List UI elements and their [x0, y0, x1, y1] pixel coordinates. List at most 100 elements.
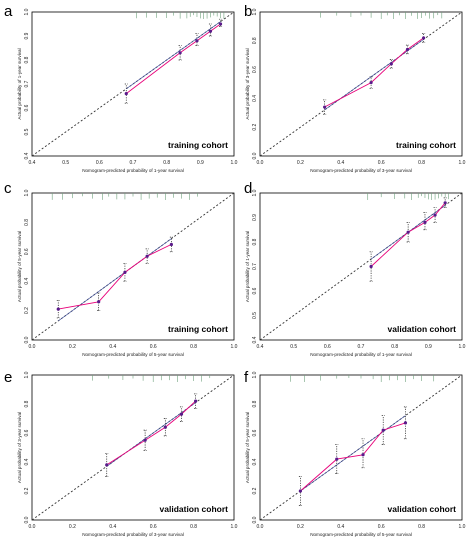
cohort-label: training cohort	[168, 140, 228, 150]
x-tick-label: 0.0	[29, 344, 36, 350]
panel-letter: b	[244, 3, 252, 20]
x-tick-label: 0.8	[418, 524, 425, 530]
data-point	[218, 22, 223, 26]
panel-letter: f	[244, 369, 249, 386]
y-tick-label: 0.8	[252, 400, 258, 407]
x-tick-label: 0.7	[358, 344, 365, 350]
plot-frame	[259, 192, 463, 341]
data-point	[369, 264, 373, 269]
y-tick-label: 0.4	[24, 458, 30, 465]
x-tick-label: 0.2	[69, 524, 76, 530]
data-point	[422, 36, 426, 40]
calibration-panel-b: b 0.0 0.2 0.4 0.6 0.8 1.0 0.0 0.2 0.4 0.6 0.8 1.0 Nom…	[244, 3, 466, 173]
x-tick-label: 0.8	[190, 524, 197, 530]
observed-line	[300, 422, 406, 492]
data-point	[381, 428, 385, 432]
predicted-line	[370, 205, 446, 260]
y-tick-label: 0.2	[24, 307, 30, 314]
data-point	[433, 213, 437, 217]
y-tick-label: 0.0	[252, 152, 258, 159]
y-axis-label: Actual probability of 1-year survival	[17, 48, 22, 119]
y-axis-label: Actual probability of 5-year survival	[17, 231, 22, 302]
observed-line	[324, 37, 424, 108]
x-tick-label: 0.6	[378, 160, 385, 166]
y-tick-label: 1.0	[252, 371, 258, 378]
y-axis-label: Actual probability of 3-year survival	[17, 412, 22, 483]
cohort-label: training cohort	[168, 324, 228, 334]
data-point	[194, 399, 198, 403]
x-tick-label: 1.0	[459, 160, 466, 166]
plot-frame	[31, 11, 235, 157]
y-tick-label: 0.4	[252, 95, 258, 102]
predicted-line	[58, 238, 172, 322]
y-axis-label: Actual probability of 1-year survival	[245, 231, 250, 302]
x-tick-label: 0.2	[69, 344, 76, 350]
x-tick-label: 0.5	[290, 344, 297, 350]
x-tick-label: 0.6	[324, 344, 331, 350]
y-tick-label: 0.8	[24, 56, 30, 63]
x-tick-label: 0.4	[257, 344, 264, 350]
y-tick-label: 0.4	[24, 152, 30, 159]
x-axis-label: Nomogram-predicted probability of 1-year…	[310, 352, 412, 357]
x-tick-label: 0.0	[29, 524, 36, 530]
y-tick-label: 0.6	[24, 104, 30, 111]
x-tick-label: 0.6	[96, 160, 103, 166]
y-axis-label: Actual probability of 5-year survival	[245, 412, 250, 483]
predicted-line	[300, 415, 406, 492]
y-tick-label: 1.0	[252, 8, 258, 15]
data-point	[423, 220, 427, 224]
data-point	[443, 201, 447, 205]
x-axis-label: Nomogram-predicted probability of 3-year…	[82, 532, 184, 537]
x-tick-label: 0.0	[257, 524, 264, 530]
y-tick-label: 0.5	[252, 312, 258, 319]
data-point	[178, 51, 182, 55]
x-tick-label: 1.0	[231, 524, 238, 530]
x-tick-label: 0.8	[418, 160, 425, 166]
x-tick-label: 0.4	[337, 160, 344, 166]
y-tick-label: 0.2	[252, 124, 258, 131]
panel-letter: e	[4, 369, 12, 386]
y-tick-label: 0.6	[252, 287, 258, 294]
x-tick-label: 0.9	[425, 344, 432, 350]
cohort-label: validation cohort	[388, 504, 457, 514]
x-tick-label: 1.0	[231, 160, 238, 166]
y-tick-label: 0.0	[252, 516, 258, 523]
y-tick-label: 0.8	[24, 219, 30, 226]
x-axis-label: Nomogram-predicted probability of 1-year…	[82, 168, 184, 173]
data-point	[195, 39, 199, 43]
data-point	[323, 105, 327, 109]
y-tick-label: 0.6	[252, 66, 258, 73]
data-point	[143, 438, 147, 442]
data-point	[145, 254, 149, 258]
x-tick-label: 1.0	[459, 524, 466, 530]
x-tick-label: 0.6	[378, 524, 385, 530]
data-point	[405, 47, 410, 52]
panel-letter: a	[4, 3, 13, 20]
y-tick-label: 0.8	[24, 400, 30, 407]
data-point	[361, 453, 365, 457]
cohort-label: training cohort	[396, 140, 456, 150]
data-point	[124, 92, 128, 96]
y-tick-label: 0.7	[24, 80, 30, 87]
y-tick-label: 0.4	[252, 458, 258, 465]
data-point	[179, 412, 184, 416]
y-tick-label: 0.0	[24, 336, 30, 343]
y-tick-label: 0.8	[252, 37, 258, 44]
y-tick-label: 0.2	[24, 487, 30, 494]
x-tick-label: 0.4	[337, 524, 344, 530]
x-tick-label: 0.8	[190, 344, 197, 350]
y-tick-label: 0.9	[252, 214, 258, 221]
x-axis-label: Nomogram-predicted probability of 5-year…	[82, 352, 184, 357]
x-tick-label: 0.4	[109, 344, 116, 350]
y-tick-label: 0.6	[24, 248, 30, 255]
observed-line	[106, 400, 196, 466]
data-point	[335, 457, 339, 461]
y-tick-label: 0.6	[24, 429, 30, 436]
y-tick-label: 1.0	[252, 189, 258, 196]
x-tick-label: 0.7	[130, 160, 137, 166]
x-tick-label: 0.2	[297, 160, 304, 166]
y-tick-label: 0.5	[24, 128, 30, 135]
y-tick-label: 0.2	[252, 487, 258, 494]
calibration-panel-e: e 0.0 0.2 0.4 0.6 0.8 1.0 0.0 0.2 0.4 0.6 0.8 1.0 Nom…	[4, 369, 238, 537]
y-tick-label: 0.9	[24, 32, 30, 39]
